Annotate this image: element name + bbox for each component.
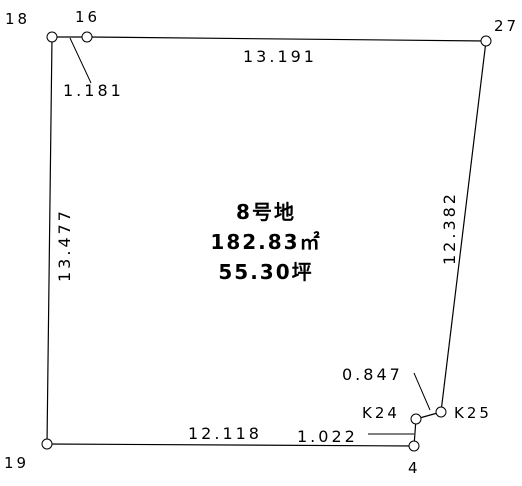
edge-4-19 xyxy=(46,443,415,447)
point-marker-16 xyxy=(81,31,93,43)
leader-16 xyxy=(69,37,92,84)
parcel-boundary xyxy=(46,36,487,447)
point-label-27: 27 xyxy=(494,17,519,35)
dim-short-k25: 0.847 xyxy=(342,365,403,384)
point-label-19: 19 xyxy=(4,454,29,472)
dim-top: 13.191 xyxy=(243,47,317,66)
dim-short-4: 1.022 xyxy=(297,427,358,446)
dim-left: 13.477 xyxy=(55,208,74,282)
dim-bottom: 12.118 xyxy=(188,424,262,443)
point-marker-18 xyxy=(46,31,58,43)
dim-right: 12.382 xyxy=(440,191,459,265)
point-marker-19 xyxy=(41,438,53,450)
leader-lines xyxy=(69,37,431,435)
point-marker-27 xyxy=(480,35,492,47)
point-labels: 18 16 27 19 4 K24 K25 xyxy=(4,8,519,477)
area-sqm: 182.83㎡ xyxy=(210,230,321,254)
area-tsubo: 55.30坪 xyxy=(218,260,313,284)
edge-19-18 xyxy=(46,36,53,445)
point-marker-4 xyxy=(408,440,420,452)
point-label-4: 4 xyxy=(408,459,421,477)
edge-27-k25 xyxy=(440,40,487,413)
survey-points xyxy=(41,31,492,452)
lot-label: 8号地 xyxy=(236,200,296,224)
edge-16-27 xyxy=(86,36,487,42)
parcel-info: 8号地 182.83㎡ 55.30坪 xyxy=(210,200,321,284)
dimension-labels: 13.191 1.181 13.477 12.382 0.847 12.118 … xyxy=(55,47,459,446)
leader-k25 xyxy=(413,372,431,411)
point-marker-k25 xyxy=(435,406,447,418)
point-label-18: 18 xyxy=(5,10,30,28)
point-marker-k24 xyxy=(410,413,422,425)
dim-short-16: 1.181 xyxy=(63,81,124,100)
point-label-k25: K25 xyxy=(454,404,492,422)
point-label-16: 16 xyxy=(75,8,100,26)
point-label-k24: K24 xyxy=(362,404,400,422)
